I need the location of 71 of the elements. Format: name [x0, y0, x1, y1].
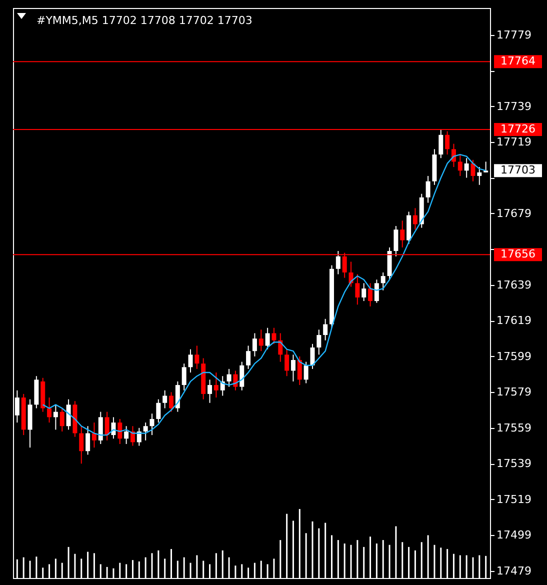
y-tick-label: 17479: [496, 564, 532, 578]
candlestick: [252, 332, 257, 357]
candlestick: [194, 345, 200, 370]
candlestick: [394, 225, 398, 257]
candlestick: [290, 354, 296, 382]
y-tick-label: 17639: [496, 278, 532, 292]
candlestick: [104, 411, 110, 441]
candlestick: [208, 379, 212, 404]
candlestick: [258, 329, 264, 352]
y-tick-label: 17559: [496, 421, 532, 434]
candlestick: [265, 327, 270, 350]
candlestick: [458, 154, 462, 176]
candlestick: [66, 398, 71, 430]
ref-line-label: 17656: [500, 248, 536, 261]
candlestick: [316, 329, 322, 356]
candlestick: [246, 345, 251, 370]
ref-line-label: 17726: [500, 122, 536, 136]
y-tick-label: 17579: [496, 386, 532, 399]
candlestick: [143, 422, 148, 441]
candlestick: [470, 159, 476, 182]
ref-line-label: 17764: [500, 54, 536, 68]
y-tick-label: 17599: [496, 350, 532, 363]
candlestick: [118, 418, 122, 444]
candlestick: [92, 422, 96, 448]
candlestick: [169, 392, 174, 412]
candlestick: [98, 411, 103, 444]
candlestick: [182, 363, 186, 391]
candlestick: [188, 348, 193, 374]
candlestick: [304, 361, 308, 384]
candlestick: [53, 404, 58, 430]
candlestick: [79, 426, 84, 464]
candlestick: [484, 161, 488, 173]
y-tick-label: 17679: [496, 206, 532, 220]
y-tick-label: 17519: [496, 492, 532, 506]
candlestick: [162, 390, 168, 409]
candlestick: [464, 158, 469, 178]
candlestick: [477, 166, 482, 186]
candlestick: [380, 272, 386, 291]
candlestick: [310, 343, 315, 370]
candlestick: [150, 413, 154, 436]
candlestick: [86, 426, 90, 456]
candlestick: [374, 279, 379, 304]
candlestick: [226, 368, 232, 388]
candlestick: [355, 274, 360, 306]
candlestick: [362, 282, 366, 302]
candlestick: [272, 327, 276, 344]
y-tick-label: 17739: [496, 100, 532, 113]
candlestick: [60, 408, 64, 432]
candlestick: [124, 426, 129, 444]
y-tick-label: 17499: [496, 528, 532, 542]
candlestick: [438, 129, 444, 159]
candlestick: [175, 380, 180, 412]
candlestick: [284, 348, 290, 377]
candlestick: [47, 397, 52, 424]
candlestick: [297, 356, 302, 386]
candlestick: [323, 318, 328, 341]
y-tick-label: 17779: [496, 28, 532, 42]
candlestick: [156, 398, 161, 424]
y-tick-label: 17719: [496, 136, 532, 149]
text: #YMM5,M5 17702 17708 17702 17703: [36, 14, 252, 27]
candlestick: [336, 250, 340, 275]
candlestick: [214, 372, 218, 398]
candlestick: [400, 220, 405, 248]
candlestick: [426, 175, 430, 204]
text: 17703: [500, 164, 536, 177]
y-tick-label: 17539: [496, 457, 532, 470]
y-tick-label: 17619: [496, 314, 532, 328]
candlestick: [240, 361, 244, 391]
candlestick: [233, 370, 238, 391]
candlestick: [412, 208, 418, 230]
candlestick: [368, 282, 373, 307]
